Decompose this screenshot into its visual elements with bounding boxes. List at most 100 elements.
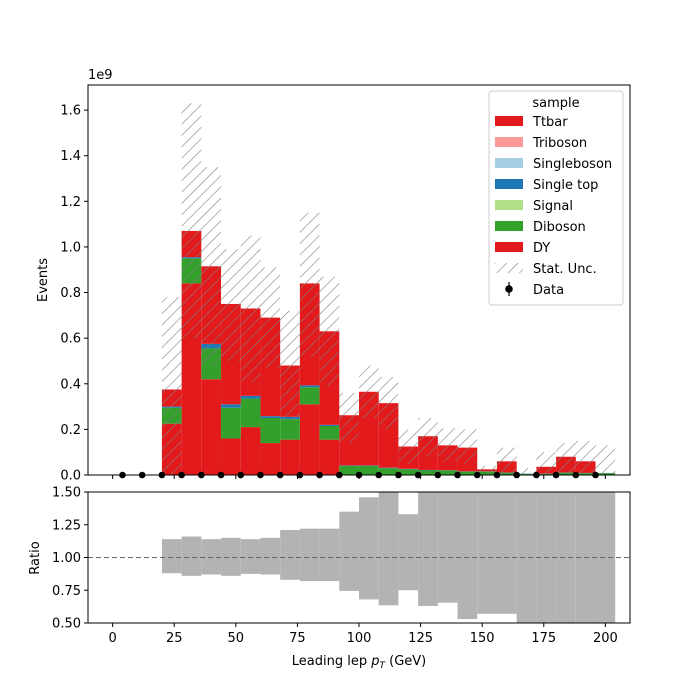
ratio-x-tick-label-5: 125 xyxy=(408,631,433,646)
bar-diboson-8 xyxy=(319,425,340,440)
stat-unc-bin-17 xyxy=(496,447,517,475)
main-y-tick-label-8: 1.6 xyxy=(60,104,81,119)
ratio-band-bin-11 xyxy=(378,492,399,606)
stat-unc-bin-2 xyxy=(201,167,222,366)
ratio-band-bin-22 xyxy=(595,492,616,623)
legend-label-singleboson: Singleboson xyxy=(533,157,612,172)
stat-unc-band xyxy=(161,103,616,475)
stat-unc-bin-6 xyxy=(280,310,300,421)
bar-dy-8 xyxy=(319,439,340,475)
stat-unc-bin-8 xyxy=(319,276,340,387)
main-y-tick-label-7: 1.4 xyxy=(60,149,81,164)
ratio-y-tick-label-4: 1.50 xyxy=(52,486,81,501)
legend-swatch-singleboson xyxy=(495,158,523,168)
stat-unc-bin-4 xyxy=(240,235,261,382)
bar-diboson-10 xyxy=(359,465,379,475)
ratio-x-tick-label-1: 25 xyxy=(166,631,183,646)
bar-diboson-20 xyxy=(556,472,576,475)
bar-diboson-12 xyxy=(398,469,419,475)
legend-label-ttbar: Ttbar xyxy=(532,115,568,130)
legend-swatch-ttbar xyxy=(495,116,523,126)
legend-label-single-top: Single top xyxy=(533,178,598,193)
stat-unc-bin-11 xyxy=(378,376,399,430)
stat-unc-bin-21 xyxy=(575,440,596,475)
bar-dy-2 xyxy=(201,379,222,475)
ratio-band-bin-1 xyxy=(181,536,202,576)
main-y-tick-label-3: 0.6 xyxy=(60,332,81,347)
legend-label-diboson: Diboson xyxy=(533,220,586,235)
main-y-tick-label-5: 1.0 xyxy=(60,240,81,255)
ratio-band-bin-3 xyxy=(221,537,241,576)
main-y-tick-label-4: 0.8 xyxy=(60,286,81,301)
stat-unc-bin-10 xyxy=(359,365,379,418)
ratio-band-bin-2 xyxy=(201,539,222,575)
bar-dy-6 xyxy=(280,439,300,475)
bar-diboson-6 xyxy=(280,419,300,440)
stat-unc-bin-5 xyxy=(260,267,281,368)
stat-unc-bin-15 xyxy=(457,429,478,464)
main-x-ticks xyxy=(112,475,606,479)
ratio-x-ticks: 0 25 50 75 100 125 150 175 200 xyxy=(108,623,618,646)
bar-dy-7 xyxy=(299,404,320,475)
legend-label-signal: Signal xyxy=(533,199,573,214)
ratio-x-tick-label-2: 50 xyxy=(228,631,245,646)
x-axis-label: Leading lep pT (GeV) xyxy=(292,654,426,671)
ratio-band-bin-5 xyxy=(260,537,281,575)
ratio-x-tick-label-8: 200 xyxy=(593,631,618,646)
stat-unc-bin-22 xyxy=(595,445,616,475)
legend-swatch-stat-unc- xyxy=(495,263,523,273)
bar-dy-3 xyxy=(221,438,241,475)
bar-single-top-5 xyxy=(260,416,281,418)
ratio-band-bin-20 xyxy=(556,492,576,623)
legend-swatch-diboson xyxy=(495,221,523,231)
legend-swatch-triboson xyxy=(495,137,523,147)
main-y-tick-label-2: 0.4 xyxy=(60,377,81,392)
y-scale-label: 1e9 xyxy=(88,68,113,83)
legend-label-stat-unc-: Stat. Unc. xyxy=(533,262,597,277)
stat-unc-bin-13 xyxy=(418,417,438,457)
legend-label-triboson: Triboson xyxy=(532,136,587,151)
ratio-panel: 0.50 0.75 1.00 1.25 1.50 0 25 50 75 100 125 150 175… xyxy=(28,486,631,671)
legend-label-dy: DY xyxy=(533,241,550,256)
main-y-tick-label-1: 0.2 xyxy=(60,423,81,438)
ratio-x-tick-label-0: 0 xyxy=(108,631,116,646)
stat-unc-bin-20 xyxy=(556,443,576,473)
ratio-band-bin-6 xyxy=(280,529,300,580)
main-y-ticks: 0.0 0.2 0.4 0.6 0.8 1.0 1.2 1.4 1.6 xyxy=(60,104,88,484)
stat-unc-bin-0 xyxy=(161,297,182,475)
ratio-band-bin-18 xyxy=(516,492,537,623)
bar-diboson-4 xyxy=(240,398,261,428)
stat-unc-bin-12 xyxy=(398,429,419,464)
ratio-x-tick-label-7: 175 xyxy=(531,631,556,646)
ratio-band-bin-17 xyxy=(496,492,517,614)
bar-diboson-14 xyxy=(437,470,458,475)
main-panel: 0.0 0.2 0.4 0.6 0.8 1.0 1.2 1.4 1.6 1e9 Events s… xyxy=(36,68,631,484)
stat-unc-bin-16 xyxy=(477,465,497,475)
legend-title: sample xyxy=(532,96,579,111)
legend-marker-data xyxy=(505,285,513,293)
legend-label-data: Data xyxy=(533,283,564,298)
ratio-y-tick-label-2: 1.00 xyxy=(52,551,81,566)
ratio-band-bin-12 xyxy=(398,514,419,591)
bar-diboson-5 xyxy=(260,417,281,444)
stat-unc-bin-7 xyxy=(299,212,320,357)
ratio-band-bin-14 xyxy=(437,492,458,603)
main-y-tick-label-6: 1.2 xyxy=(60,195,81,210)
ratio-band-bin-4 xyxy=(240,539,261,574)
stat-unc-bin-14 xyxy=(437,428,458,462)
stat-unc-bin-18 xyxy=(516,468,537,475)
ratio-x-tick-label-4: 100 xyxy=(347,631,372,646)
legend-swatch-signal xyxy=(495,200,523,210)
bar-dy-5 xyxy=(260,443,281,475)
legend-swatch-single-top xyxy=(495,179,523,189)
bar-dy-4 xyxy=(240,427,261,475)
ratio-band-bin-13 xyxy=(418,492,438,606)
ratio-band-bin-15 xyxy=(457,492,478,620)
ratio-y-ticks: 0.50 0.75 1.00 1.25 1.50 xyxy=(52,486,88,632)
ratio-y-axis-label: Ratio xyxy=(28,541,43,574)
stat-unc-bin-3 xyxy=(221,249,241,361)
main-y-tick-label-0: 0.0 xyxy=(60,469,81,484)
stat-unc-bin-9 xyxy=(339,392,359,444)
bar-diboson-7 xyxy=(299,387,320,405)
bar-diboson-3 xyxy=(221,407,241,439)
